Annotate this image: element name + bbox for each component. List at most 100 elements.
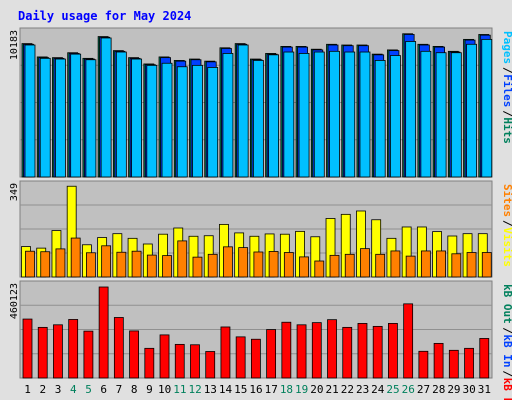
bar-pages <box>176 66 188 178</box>
bar-kb-f <box>342 326 353 379</box>
x-tick-label: 3 <box>55 383 62 396</box>
x-tick-label: 4 <box>70 383 77 396</box>
bar-pages <box>329 50 340 178</box>
x-tick-label: 12 <box>188 383 201 396</box>
bar-sites <box>253 251 264 278</box>
bar-sites <box>238 247 249 278</box>
bars <box>21 185 492 278</box>
bar-kb-f <box>220 326 231 379</box>
bar-pages <box>237 44 249 178</box>
traffic-panel: 10183 Pages/Files/Hits <box>9 27 512 178</box>
bar-pages <box>70 53 82 178</box>
y-max-label: 460123 <box>9 283 20 319</box>
bar-kb-f <box>448 349 459 379</box>
bar-kb-f <box>235 336 246 379</box>
bar-pages <box>313 51 325 178</box>
x-tick-label: 27 <box>417 383 430 396</box>
legend-item: kB Out <box>501 284 512 324</box>
x-tick-label: 25 <box>386 383 399 396</box>
bar-pages <box>405 41 417 178</box>
bar-sites <box>329 254 340 278</box>
bar-pages <box>420 50 432 178</box>
legend-item: Pages <box>501 31 512 64</box>
bar-kb-f <box>250 338 261 379</box>
legend-item: Files <box>501 74 512 107</box>
bar-sites <box>466 252 477 278</box>
bar-pages <box>252 60 264 178</box>
bar-sites <box>146 254 157 278</box>
x-tick-label: 14 <box>219 383 233 396</box>
x-tick-label: 8 <box>131 383 138 396</box>
bar-sites <box>344 253 355 278</box>
bar-pages <box>146 64 158 178</box>
bar-sites <box>283 252 294 278</box>
bar-sites <box>55 248 66 278</box>
bar-sites <box>25 250 35 278</box>
bar-kb-f <box>388 323 398 379</box>
x-tick-label: 30 <box>463 383 476 396</box>
bar-sites <box>314 260 325 278</box>
x-tick-label: 15 <box>234 383 247 396</box>
bar-kb-f <box>311 322 322 379</box>
x-tick-label: 1 <box>24 383 31 396</box>
bar-kb-f <box>113 317 124 379</box>
bar-sites <box>268 251 279 278</box>
bar-kb-f <box>372 325 383 379</box>
bars <box>21 33 493 178</box>
bar-sites <box>375 253 386 278</box>
bar-sites <box>436 250 447 278</box>
bar-kb-f <box>281 321 292 379</box>
bar-sites <box>131 250 142 278</box>
bar-sites <box>70 237 81 278</box>
x-tick-label: 10 <box>158 383 171 396</box>
bar-sites <box>192 256 203 278</box>
bar-sites <box>223 246 233 278</box>
x-tick-label: 22 <box>341 383 354 396</box>
x-tick-label: 26 <box>402 383 415 396</box>
bar-pages <box>100 37 112 178</box>
x-tick-label: 16 <box>249 383 262 396</box>
legend-separator: / <box>501 370 512 377</box>
bar-sites <box>162 255 172 278</box>
x-tick-label: 28 <box>432 383 445 396</box>
bar-sites <box>40 251 51 278</box>
bar-pages <box>85 59 97 178</box>
bar-kb-f <box>205 351 216 379</box>
bar-sites <box>481 252 492 278</box>
x-tick-label: 29 <box>447 383 460 396</box>
bar-pages <box>207 67 219 178</box>
x-tick-label: 24 <box>371 383 385 396</box>
bar-kb-f <box>464 347 474 379</box>
legend: Sites /Visits <box>501 184 512 267</box>
visits-panel: 349 Sites /Visits <box>9 180 512 278</box>
legend-separator: / <box>501 327 512 334</box>
legend-item: Sites <box>501 184 512 217</box>
bar-pages <box>298 53 310 178</box>
legend: Pages/Files/Hits <box>501 31 512 144</box>
bar-kb-f <box>53 324 63 379</box>
bar-sites <box>86 252 96 278</box>
bar-kb-f <box>159 334 170 379</box>
x-tick-label: 18 <box>280 383 293 396</box>
x-tick-label: 21 <box>326 383 339 396</box>
bar-sites <box>207 253 218 278</box>
bar-kb-f <box>129 330 139 379</box>
y-max-label: 10183 <box>9 30 20 60</box>
bar-sites <box>451 253 462 278</box>
x-tick-label: 5 <box>85 383 92 396</box>
x-tick-label: 2 <box>40 383 47 396</box>
x-axis-labels: 1 2 3 4 5 6 7 8 9 10 11 12 13 14 15 16 17 18 19 20 21 22 23 24 2… <box>24 383 491 396</box>
bar-kb-f <box>357 323 368 379</box>
bar-kb-f <box>296 324 307 379</box>
bar-kb-f <box>266 329 277 379</box>
bar-kb-f <box>174 343 185 379</box>
bar-sites <box>420 250 431 278</box>
bar-pages <box>115 51 127 178</box>
bar-kb-f <box>22 318 33 379</box>
bar-sites <box>360 248 370 278</box>
bar-kb-f <box>37 326 48 379</box>
bar-kb-f <box>144 347 155 379</box>
legend-item: kB In <box>501 334 512 367</box>
y-max-label: 349 <box>9 183 20 201</box>
